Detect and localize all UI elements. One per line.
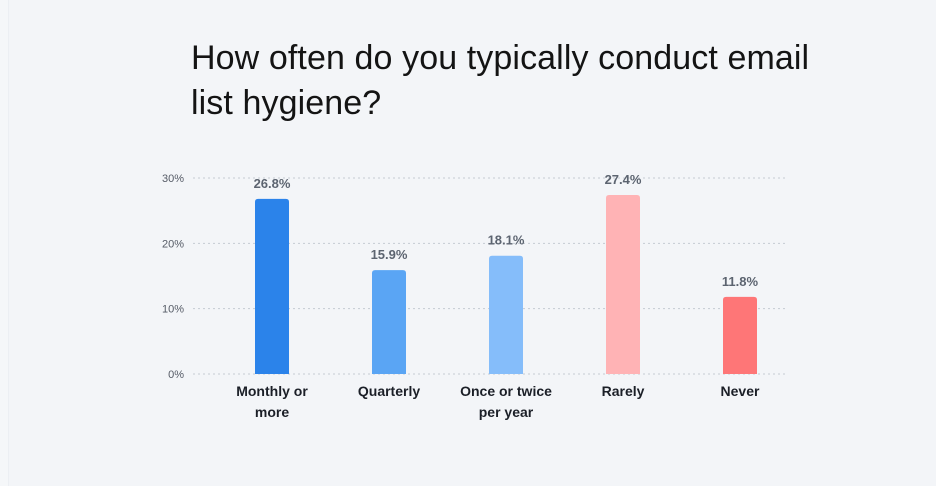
data-label: 18.1% [488, 233, 525, 248]
category-label-line: Rarely [602, 383, 645, 399]
x-axis: Monthly or more Quarterly Once or twice per … [236, 383, 760, 420]
category-label-line: Once or twice [460, 383, 552, 399]
category-label-line: Never [721, 383, 760, 399]
category-label-line: more [255, 404, 289, 420]
bar [255, 198, 289, 374]
bar [372, 270, 406, 374]
category-label: Quarterly [358, 383, 420, 399]
category-label: Never [721, 383, 760, 399]
category-label: Once or twice per year [460, 383, 552, 420]
y-tick-label: 0% [168, 369, 184, 381]
data-label: 11.8% [722, 274, 759, 289]
bar [723, 296, 757, 374]
y-tick-label: 10% [162, 304, 184, 316]
y-tick-label: 30% [162, 173, 184, 185]
category-label: Rarely [602, 383, 645, 399]
y-tick-label: 20% [162, 238, 184, 250]
chart-title: How often do you typically conduct email… [191, 39, 810, 122]
category-label-line: Quarterly [358, 383, 420, 399]
bars [255, 194, 757, 374]
bar [606, 194, 640, 374]
data-label: 15.9% [371, 247, 408, 262]
data-labels: 26.8% 15.9% 18.1% 27.4% 11.8% [254, 172, 759, 289]
data-label: 26.8% [254, 176, 291, 191]
bar [489, 255, 523, 374]
data-label: 27.4% [605, 172, 642, 187]
chart-card: How often do you typically conduct email… [8, 0, 936, 486]
category-label-line: Monthly or [236, 383, 308, 399]
category-label-line: per year [479, 404, 534, 420]
category-label: Monthly or more [236, 383, 308, 420]
y-axis: 0% 10% 20% 30% [162, 173, 184, 381]
